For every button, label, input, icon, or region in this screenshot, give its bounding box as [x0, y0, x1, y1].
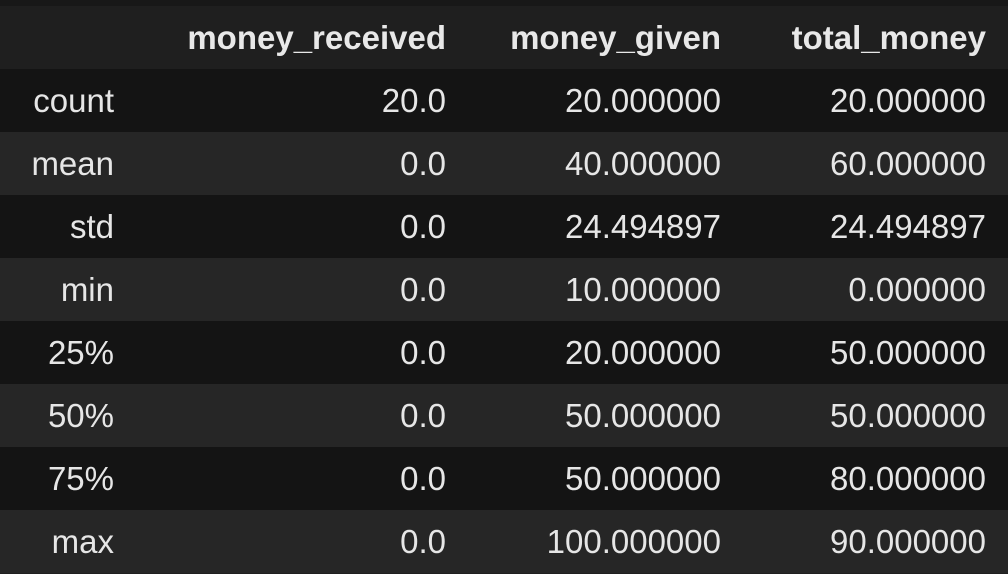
- row-label: 25%: [47, 334, 114, 371]
- row-label: mean: [31, 145, 114, 182]
- table-cell: 50.000000: [830, 334, 986, 371]
- table-cell: 10.000000: [565, 271, 721, 308]
- table-row: mean 0.0 40.000000 60.000000: [0, 132, 1008, 195]
- table-cell: 80.000000: [830, 460, 986, 497]
- row-label: count: [33, 82, 114, 119]
- table-cell: 50.000000: [565, 460, 721, 497]
- row-label: min: [60, 271, 114, 308]
- column-header: total_money: [791, 19, 986, 56]
- table-row: 25% 0.0 20.000000 50.000000: [0, 321, 1008, 384]
- header-row: money_received money_given total_money: [0, 6, 1008, 69]
- table-cell: 0.0: [400, 271, 446, 308]
- table-row: count 20.0 20.000000 20.000000: [0, 69, 1008, 132]
- table-cell: 60.000000: [830, 145, 986, 182]
- table-cell: 0.0: [400, 397, 446, 434]
- table-row: 50% 0.0 50.000000 50.000000: [0, 384, 1008, 447]
- row-label: max: [51, 523, 114, 560]
- table-cell: 20.000000: [565, 334, 721, 371]
- table-row: std 0.0 24.494897 24.494897: [0, 195, 1008, 258]
- row-label: 75%: [47, 460, 114, 497]
- table-cell: 40.000000: [565, 145, 721, 182]
- table-cell: 20.0: [381, 82, 446, 119]
- table-row: 75% 0.0 50.000000 80.000000: [0, 447, 1008, 510]
- table-body: count 20.0 20.000000 20.000000 mean 0.0 …: [0, 69, 1008, 573]
- table-cell: 50.000000: [565, 397, 721, 434]
- table-cell: 100.000000: [546, 523, 721, 560]
- table-cell: 0.0: [400, 523, 446, 560]
- table-cell: 0.0: [400, 145, 446, 182]
- table-cell: 24.494897: [830, 208, 986, 245]
- index-header-cell: [0, 6, 133, 69]
- table-cell: 0.000000: [848, 271, 986, 308]
- row-label: 50%: [47, 397, 114, 434]
- output-top-edge: [0, 0, 1008, 6]
- table-row: max 0.0 100.000000 90.000000: [0, 510, 1008, 573]
- table-cell: 0.0: [400, 334, 446, 371]
- column-header: money_given: [510, 19, 721, 56]
- table-cell: 50.000000: [830, 397, 986, 434]
- table-row: min 0.0 10.000000 0.000000: [0, 258, 1008, 321]
- table-cell: 20.000000: [565, 82, 721, 119]
- table-cell: 24.494897: [565, 208, 721, 245]
- row-label: std: [69, 208, 114, 245]
- table-header: money_received money_given total_money: [0, 6, 1008, 69]
- describe-table: money_received money_given total_money c…: [0, 6, 1008, 573]
- table-cell: 20.000000: [830, 82, 986, 119]
- table-cell: 90.000000: [830, 523, 986, 560]
- table-cell: 0.0: [400, 460, 446, 497]
- table-cell: 0.0: [400, 208, 446, 245]
- column-header: money_received: [187, 19, 446, 56]
